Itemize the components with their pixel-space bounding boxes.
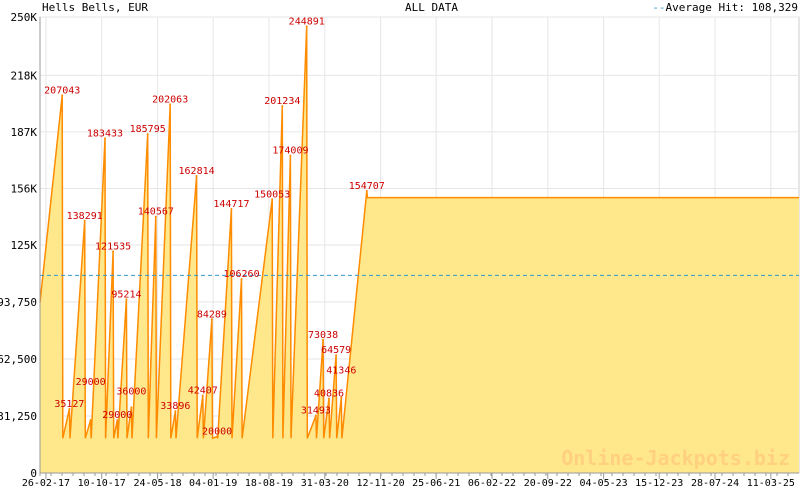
hit-point — [174, 410, 177, 413]
hit-label: 121535 — [95, 241, 131, 252]
x-tick-label: 28-07-24 — [691, 478, 739, 489]
hit-label: 73038 — [308, 330, 338, 341]
x-tick-label: 12-11-20 — [357, 478, 405, 489]
y-tick-label: 125K — [11, 239, 38, 252]
hit-point — [216, 435, 219, 438]
hit-point — [340, 396, 343, 399]
x-tick-label: 11-03-25 — [747, 478, 795, 489]
x-tick-label: 31-03-20 — [301, 478, 349, 489]
hit-point — [154, 215, 157, 218]
hit-label: 106260 — [223, 269, 259, 280]
x-tick-label: 26-02-17 — [22, 478, 70, 489]
hit-point — [83, 219, 86, 222]
y-tick-label: 62,500 — [0, 353, 37, 366]
hit-label: 183433 — [87, 128, 123, 139]
series-area — [40, 26, 799, 474]
hit-label: 33896 — [160, 401, 190, 412]
hit-point — [271, 198, 274, 201]
hit-label: 154707 — [349, 181, 385, 192]
hit-point — [130, 406, 133, 409]
x-tick-label: 24-05-18 — [133, 478, 181, 489]
x-tick-label: 04-05-23 — [580, 478, 628, 489]
y-tick-label: 0 — [30, 467, 37, 480]
hit-point — [322, 338, 325, 341]
hit-point — [210, 318, 213, 321]
legend-average-label: Average Hit: 108,329 — [665, 1, 798, 14]
hit-point — [305, 25, 308, 28]
hit-label: 35127 — [54, 399, 84, 410]
x-tick-label: 25-06-21 — [412, 478, 460, 489]
hit-point — [281, 104, 284, 107]
legend-average: --Average Hit: 108,329 — [652, 1, 798, 14]
chart-subtitle: ALL DATA — [405, 1, 458, 14]
hit-point — [169, 103, 172, 106]
x-tick-label: 06-02-22 — [468, 478, 516, 489]
y-tick-label: 156K — [11, 182, 38, 195]
hit-label: 174009 — [272, 146, 308, 157]
y-tick-label: 187K — [11, 126, 38, 139]
hit-label: 41346 — [326, 366, 356, 377]
watermark-logo: Online-Jackpots.biz — [561, 446, 790, 470]
hit-label: 20000 — [202, 427, 232, 438]
y-tick-label: 218K — [11, 69, 38, 82]
dash-icon: -- — [652, 1, 666, 14]
hit-point — [314, 414, 317, 417]
hit-label: 31493 — [301, 406, 331, 417]
hit-point — [230, 208, 233, 211]
hit-point — [335, 354, 338, 357]
hit-label: 36000 — [116, 386, 146, 397]
hit-label: 64579 — [321, 345, 351, 356]
hit-label: 244891 — [289, 16, 325, 27]
x-tick-label: 20-09-22 — [524, 478, 572, 489]
hit-point — [103, 137, 106, 140]
hit-label: 185795 — [130, 124, 166, 135]
hit-point — [327, 397, 330, 400]
hit-point — [289, 154, 292, 157]
hit-point — [68, 407, 71, 410]
x-tick-label: 10-10-17 — [78, 478, 126, 489]
hit-point — [116, 419, 119, 422]
hit-point — [61, 94, 64, 97]
x-tick-label: 18-08-19 — [245, 478, 293, 489]
hit-label: 138291 — [67, 211, 103, 222]
y-tick-label: 250K — [11, 11, 38, 24]
hit-point — [125, 298, 128, 301]
hit-point — [201, 394, 204, 397]
x-tick-label: 15-12-23 — [635, 478, 683, 489]
hit-label: 201234 — [264, 96, 300, 107]
hit-label: 140567 — [138, 207, 174, 218]
hit-point — [112, 250, 115, 253]
hit-label: 29000 — [76, 377, 106, 388]
hit-label: 144717 — [213, 199, 249, 210]
hit-label: 29000 — [102, 410, 132, 421]
chart-title: Hells Bells, EUR — [42, 1, 148, 14]
hit-label: 42407 — [188, 386, 218, 397]
hit-label: 84289 — [197, 309, 227, 320]
hit-label: 207043 — [44, 85, 80, 96]
y-tick-label: 31,250 — [0, 410, 37, 423]
hit-label: 162814 — [179, 166, 215, 177]
hit-point — [365, 189, 368, 192]
hit-point — [240, 278, 243, 281]
series-line — [39, 26, 799, 440]
hit-point — [89, 419, 92, 422]
hit-point — [195, 175, 198, 178]
hit-label: 95214 — [111, 289, 141, 300]
x-tick-label: 04-01-19 — [189, 478, 237, 489]
hit-label: 150053 — [254, 189, 290, 200]
hit-label: 40836 — [314, 389, 344, 400]
hit-label: 202063 — [152, 94, 188, 105]
y-tick-label: 93,750 — [0, 296, 37, 309]
hit-point — [146, 133, 149, 136]
